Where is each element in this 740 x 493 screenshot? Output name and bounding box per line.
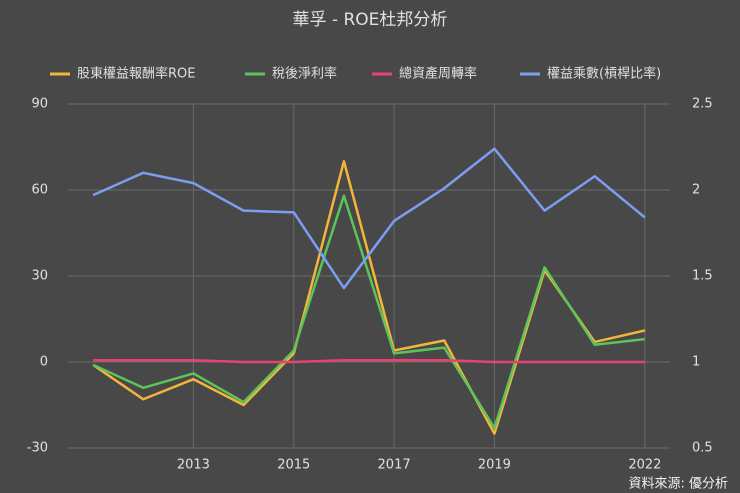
y-tick-label: 30 [31,269,48,284]
x-tick-label: 2015 [277,458,310,473]
y2-tick-label: 1 [692,355,700,370]
y-tick-label: 60 [31,183,48,198]
series-line [93,359,645,364]
series-line [92,194,646,430]
source-note: 資料來源: 優分析 [628,477,728,492]
legend-label: 股東權益報酬率ROE [77,66,195,82]
y-tick-label: -30 [27,441,48,456]
chart-title: 華孚 - ROE杜邦分析 [293,10,448,30]
y2-tick-label: 2.5 [692,97,713,112]
y2-tick-label: 2 [692,183,700,198]
x-tick-label: 2017 [378,458,411,473]
y-tick-label: 90 [31,97,48,112]
y2-tick-label: 0.5 [692,441,713,456]
y2-tick-label: 1.5 [692,269,713,284]
legend-label: 總資產周轉率 [399,66,477,82]
series-line [92,147,646,290]
legend-label: 權益乘數(槓桿比率) [547,66,661,82]
legend-label: 稅後淨利率 [272,66,337,82]
y-tick-label: 0 [40,355,48,370]
x-tick-label: 2022 [628,458,661,473]
x-tick-label: 2013 [177,458,210,473]
x-tick-label: 2019 [478,458,511,473]
